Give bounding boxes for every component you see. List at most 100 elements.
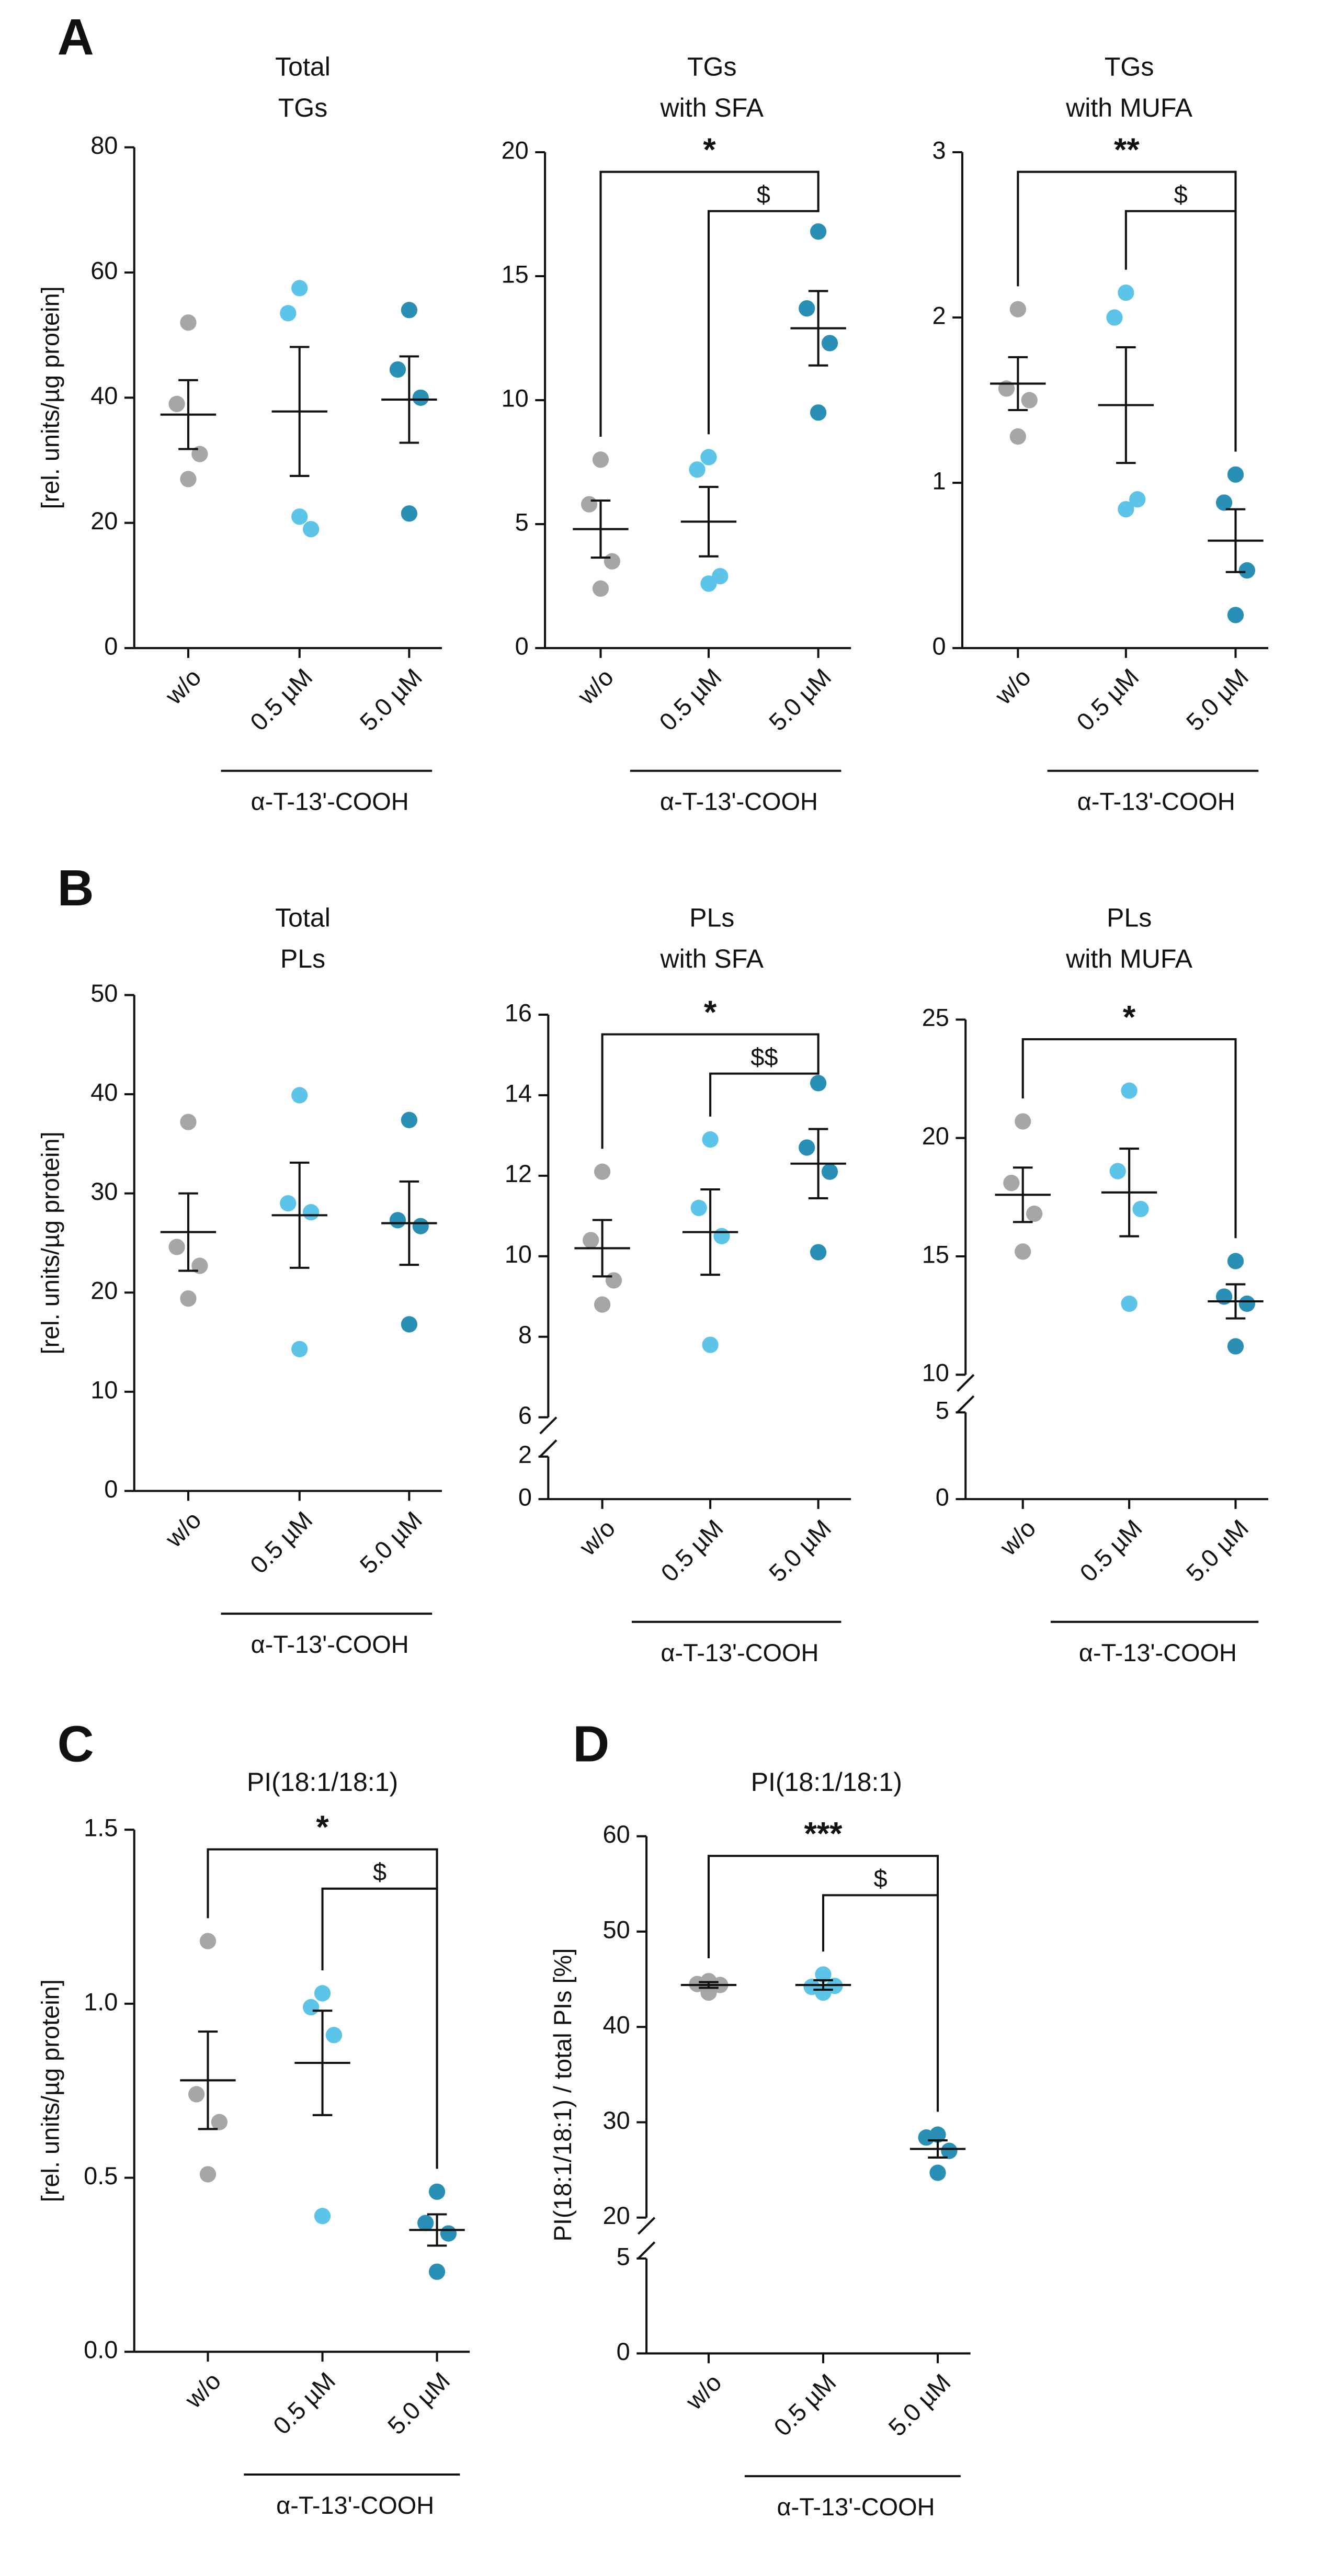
data-point [918,2129,935,2146]
y-tick-label: 15 [502,260,529,288]
y-tick-label: 6 [518,1402,532,1429]
significance-bracket [709,1060,820,1117]
data-point [605,1272,622,1289]
data-point [702,1131,719,1148]
data-point [815,1966,832,1983]
data-point [325,2027,343,2044]
data-point [581,496,598,513]
x-tick-label: 5.0 µM [355,1506,427,1579]
group-label: α-T-13'-COOH [1079,1639,1237,1666]
data-point [1227,1253,1244,1269]
panel-letter: A [58,8,94,65]
data-point [700,449,717,466]
data-point [401,302,418,319]
chart-title: PLs [280,944,325,973]
chart-title: TGs [278,93,328,122]
significance-label: ** [1114,132,1140,168]
chart-title: with SFA [659,93,764,122]
x-tick-label: 5.0 µM [764,1514,836,1587]
data-point [815,1984,832,2001]
data-point [690,1199,707,1217]
group-label: α-T-13'-COOH [251,1631,409,1658]
axis-break [957,1374,975,1392]
y-tick-label: 20 [603,2202,630,2229]
chart-title: Total [275,52,331,82]
y-tick-label: 60 [603,1821,630,1848]
data-point [929,2164,946,2181]
data-point [314,2208,331,2225]
data-point [700,575,717,592]
y-tick-label: 8 [518,1321,532,1348]
y-tick-label: 40 [90,382,118,410]
group-label: α-T-13'-COOH [1077,788,1235,815]
data-point [1238,1295,1256,1312]
data-point [180,471,197,487]
chart-title: PLs [1107,903,1152,933]
significance-bracket [1021,1038,1237,1239]
y-tick-label: 5 [515,508,529,536]
data-point [810,404,827,421]
data-point [401,1316,418,1333]
x-tick-label: 5.0 µM [355,663,427,736]
y-tick-label: 0 [515,632,529,660]
y-tick-label: 0 [518,1484,532,1511]
data-point [594,1163,611,1180]
data-point [1015,1243,1031,1260]
data-point [1238,562,1256,579]
data-point [401,1111,418,1128]
chart-title: TGs [1105,52,1154,82]
x-tick-label: 0.5 µM [245,663,317,736]
y-tick-label: 0 [932,632,946,660]
chart-title: with SFA [659,944,764,973]
significance-label: $ [373,1858,386,1886]
data-point [314,1985,331,2002]
significance-label: *** [804,1815,843,1852]
data-point [412,389,429,406]
data-point [821,335,838,351]
data-point [401,505,418,522]
data-point [188,2086,205,2103]
data-point [1227,607,1244,623]
axis-break [539,1439,558,1458]
significance-label: * [316,1809,329,1846]
significance-bracket [599,171,820,437]
data-point [1106,309,1123,326]
y-tick-label: 3 [932,137,946,164]
data-point [291,1341,308,1357]
data-point [583,1232,599,1249]
group-label: α-T-13'-COOH [661,1639,818,1666]
panel-letter: C [58,1715,94,1772]
significance-label: * [703,132,716,168]
axis-break [957,1395,975,1413]
data-point [302,1999,320,2016]
chart-title: PI(18:1/18:1) [751,1767,902,1797]
y-tick-label: 2 [932,302,946,329]
significance-label: $$ [750,1043,778,1071]
y-tick-label: 40 [90,1079,118,1106]
x-tick-label: 5.0 µM [764,663,836,736]
y-tick-label: 0 [104,1476,118,1503]
data-point [604,553,621,570]
y-tick-label: 0.5 [84,2162,118,2189]
y-tick-label: 20 [90,507,118,535]
panel-letter: D [573,1715,609,1772]
data-point [713,1228,730,1244]
y-tick-label: 20 [90,1277,118,1304]
y-axis-label: [rel. units/µg protein] [37,1131,64,1354]
significance-label: $ [873,1865,887,1892]
y-tick-label: 0 [936,1484,949,1511]
significance-bracket [707,208,820,435]
data-point [428,2183,446,2200]
x-tick-label: w/o [160,663,206,710]
x-tick-label: 0.5 µM [245,1506,317,1579]
significance-label: * [704,994,717,1030]
data-point [1227,1338,1244,1355]
x-tick-label: 0.5 µM [654,663,727,736]
y-tick-label: 16 [505,999,532,1026]
data-point [389,1212,406,1229]
data-point [302,521,320,538]
x-tick-label: w/o [160,1506,206,1553]
significance-bracket [321,1887,438,2169]
